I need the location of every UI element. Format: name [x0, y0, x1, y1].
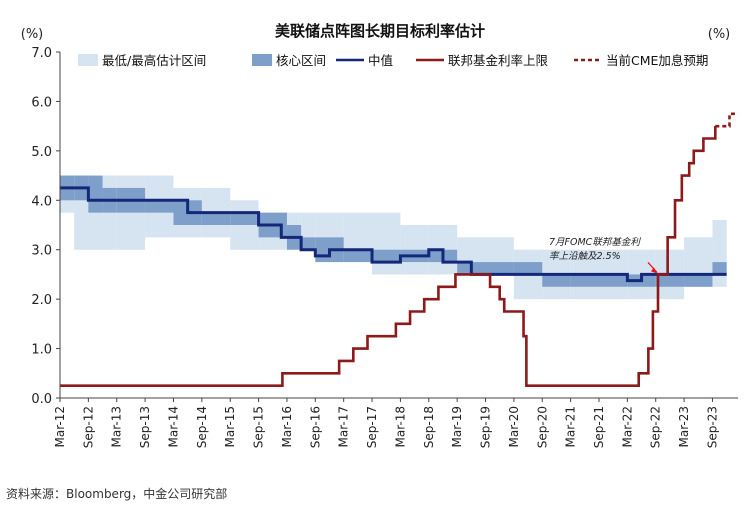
- core-band-segment: [542, 274, 571, 287]
- annotation-text: 7月FOMC联邦基金利: [549, 236, 641, 248]
- ffr-legend-label: 联邦基金利率上限: [448, 53, 549, 68]
- y-tick-label: 4.0: [31, 194, 52, 209]
- y-unit-left: (%): [21, 27, 44, 42]
- y-unit-right: (%): [708, 27, 731, 42]
- core-band-segment: [655, 274, 685, 287]
- source-note: 资料来源：Bloomberg，中金公司研究部: [6, 487, 228, 501]
- x-tick-label: Sep-14: [195, 406, 209, 448]
- annotation-arrowhead: [651, 267, 658, 274]
- y-tick-label: 1.0: [31, 343, 52, 358]
- chart-title: 美联储点阵图长期目标利率估计: [275, 22, 485, 40]
- x-tick-label: Sep-18: [422, 406, 436, 448]
- cme-line: [715, 112, 738, 128]
- y-tick-label: 0.0: [31, 392, 52, 407]
- x-tick-label: Mar-19: [450, 406, 464, 447]
- core-band-segment: [372, 249, 401, 263]
- x-tick-label: Mar-20: [507, 406, 521, 447]
- legend: 最低/最高估计区间 核心区间 中值 联邦基金利率上限 当前CME加息预期: [78, 53, 708, 68]
- x-tick-label: Sep-20: [535, 406, 549, 448]
- core-band-segment: [570, 274, 599, 287]
- x-tick-label: Sep-17: [365, 406, 379, 448]
- core-band-segment: [88, 175, 103, 213]
- x-tick-label: Sep-13: [138, 406, 152, 448]
- median-line: [60, 186, 727, 283]
- x-tick-label: Mar-17: [337, 406, 351, 447]
- core-legend-label: 核心区间: [276, 53, 326, 68]
- x-tick-label: Sep-21: [592, 406, 606, 448]
- cme-legend-label: 当前CME加息预期: [606, 53, 708, 68]
- core-legend-swatch: [252, 54, 272, 66]
- x-tick-label: Mar-14: [166, 406, 180, 447]
- x-tick-label: Mar-18: [393, 406, 407, 447]
- core-band-segment: [712, 262, 727, 275]
- x-tick-label: Sep-23: [705, 406, 719, 448]
- x-tick-label: Mar-12: [53, 406, 67, 447]
- x-tick-label: Mar-23: [677, 406, 691, 447]
- y-tick-label: 3.0: [31, 244, 52, 259]
- core-band-segment: [145, 200, 174, 213]
- x-tick-label: Mar-15: [223, 406, 237, 447]
- axes-layer: 0.0 1.0 2.0 3.0 4.0 5.0 6.0 7.0 Mar-12 Sep-12 Mar-…: [31, 46, 738, 448]
- median-legend-label: 中值: [368, 53, 393, 68]
- core-band-segment: [343, 249, 373, 263]
- x-tick-label: Mar-16: [280, 406, 294, 447]
- core-band-segment: [230, 212, 259, 225]
- range-band-segment: [372, 212, 401, 275]
- chart: 美联储点阵图长期目标利率估计 (%) (%) 0.0 1.0 2.0 3.0 4.0 5.…: [21, 22, 738, 448]
- ffr-line: [60, 126, 717, 387]
- range-band-segment: [712, 220, 727, 287]
- x-tick-label: Mar-21: [564, 406, 578, 447]
- lines-layer: [60, 112, 738, 387]
- x-tick-label: Mar-13: [110, 406, 124, 447]
- x-tick-label: Sep-22: [649, 406, 663, 448]
- range-legend-label: 最低/最高估计区间: [102, 53, 206, 68]
- x-tick-label: Sep-16: [308, 406, 322, 448]
- core-band-segment: [201, 212, 231, 225]
- x-tick-label: Sep-12: [81, 406, 95, 448]
- core-band-segment: [598, 274, 628, 287]
- y-tick-label: 7.0: [31, 46, 52, 61]
- core-band-segment: [301, 237, 316, 250]
- x-tick-label: Mar-22: [620, 406, 634, 447]
- core-band-segment: [513, 262, 543, 275]
- y-tick-label: 5.0: [31, 145, 52, 160]
- y-tick-label: 2.0: [31, 293, 52, 308]
- range-legend-swatch: [78, 54, 98, 66]
- core-band-segment: [485, 262, 514, 275]
- x-tick-label: Sep-15: [252, 406, 266, 448]
- x-tick-label: Sep-19: [479, 406, 493, 448]
- y-tick-label: 6.0: [31, 95, 52, 110]
- core-band-segment: [684, 274, 713, 287]
- annotation-text: 率上沿触及2.5%: [549, 250, 621, 262]
